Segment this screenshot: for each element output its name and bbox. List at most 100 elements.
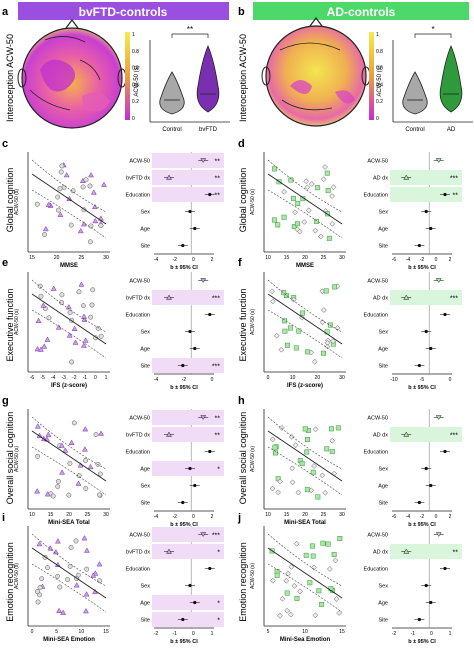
forest-significance: **	[215, 416, 221, 423]
scatter-x-tick: 0	[94, 375, 97, 381]
scatter-point-patient	[87, 463, 94, 470]
scatter-x-tick: 0	[267, 375, 270, 381]
scatter-point-control	[61, 184, 67, 190]
confidence-band-lower	[267, 189, 343, 239]
colorbar-bv	[125, 32, 130, 120]
confidence-band-upper	[31, 159, 107, 213]
scatter-x-tick: 15	[339, 629, 345, 635]
scatter-point-control	[87, 239, 93, 245]
scatter-point-control	[311, 358, 318, 365]
scatter-point-patient	[78, 281, 85, 287]
scatter-point-control	[37, 584, 43, 590]
scatter-point-control	[83, 458, 89, 463]
regression-line	[267, 547, 343, 599]
scatter-point-patient	[42, 225, 49, 232]
scatter-x-tick: 20	[302, 512, 308, 518]
forest-row-label: bvFTD dx	[126, 176, 150, 182]
scatter-y-label: ACW-50 (s)	[14, 446, 20, 472]
scatter-point-patient	[315, 494, 321, 500]
scatter-point-control	[67, 310, 73, 316]
forest-row-label: Age	[378, 601, 388, 607]
scatter-point-patient	[310, 553, 316, 559]
scatter-point-control	[89, 302, 95, 308]
forest-estimate-point	[403, 548, 410, 554]
confidence-band-upper	[267, 533, 343, 587]
forest-row-label: Education	[364, 313, 388, 319]
forest-estimate-point	[200, 158, 207, 163]
scatter-x-label: MMSE	[60, 263, 78, 269]
scatter-x-label: Mini-SEA Total	[284, 520, 326, 526]
violin-shape	[196, 44, 220, 113]
forest-row-label: ACW-50	[129, 533, 150, 539]
scatter-point-control	[269, 288, 275, 295]
scatter-point-control	[66, 492, 72, 498]
scatter-point-control	[59, 300, 65, 305]
forest-significance: ***	[450, 176, 458, 183]
forest-x-tick: 0	[449, 377, 452, 383]
scatter-y-label: ACW-50 (s)	[250, 189, 256, 215]
scatter-x-tick: 20	[66, 512, 72, 518]
scatter-point-control	[88, 223, 94, 229]
forest-x-label: b ± 95% CI	[170, 639, 198, 645]
scatter-point-control	[68, 222, 74, 228]
confidence-band-lower	[31, 309, 107, 359]
forest-x-tick: -4	[154, 514, 159, 520]
scatter-x-tick: 15	[284, 255, 290, 261]
forest-estimate-point	[181, 363, 185, 368]
scatter-point-control	[329, 221, 336, 227]
scatter-y-label: ACW-50 (s)	[14, 563, 20, 589]
scatter-y-label: ACW-50 (s)	[14, 309, 20, 335]
scatter-point-control	[308, 181, 315, 187]
scatter-point-control	[69, 359, 75, 365]
scatter-point-control	[311, 463, 317, 469]
violin-shape	[402, 71, 428, 115]
forest-estimate-point	[443, 566, 447, 571]
scatter-point-patient	[59, 469, 66, 475]
scatter-point-control	[50, 493, 56, 499]
forest-row-label: Site	[379, 501, 388, 507]
forest-row-label: Sex	[379, 330, 389, 336]
scatter-point-control	[55, 478, 61, 484]
forest-estimate-point	[208, 192, 212, 197]
scatter-point-patient	[284, 590, 290, 596]
scatter-x-tick: -4	[51, 375, 56, 381]
scatter-point-control	[35, 589, 40, 595]
forest-row-label: Age	[140, 601, 150, 607]
scatter-point-patient	[58, 442, 65, 448]
colorbar-tick-label: 0.8	[132, 49, 139, 55]
scatter-point-control	[322, 164, 328, 170]
forest-estimate-point	[443, 449, 447, 454]
scatter-point-control	[96, 492, 102, 498]
colorbar-tick-label: 0.2	[132, 99, 139, 105]
scatter-point-patient	[82, 337, 89, 343]
scatter-x-tick: 25	[321, 512, 327, 518]
scatter-plot-i: ACW-50 (s) 0 5 10 15 Mini-SEA Emotion	[14, 526, 110, 643]
forest-estimate-point	[429, 600, 433, 605]
forest-row-label: Site	[141, 364, 150, 370]
scatter-point-control	[68, 545, 74, 550]
colorbar-ad	[369, 32, 374, 120]
forest-row-label: Age	[378, 347, 388, 353]
scatter-x-tick: 15	[29, 255, 35, 261]
significance-marker: *	[431, 25, 434, 34]
forest-highlight-band	[390, 544, 462, 559]
scatter-x-tick: -5	[40, 375, 45, 381]
scatter-x-tick: 10	[265, 255, 271, 261]
forest-significance: ***	[450, 296, 458, 303]
forest-estimate-point	[193, 226, 197, 231]
violin-plot-ad: ACW-50 (s) Control AD *	[377, 25, 473, 133]
forest-significance: *	[217, 601, 220, 608]
scatter-point-control	[281, 189, 287, 195]
scatter-point-patient	[291, 224, 297, 230]
forest-estimate-point	[181, 617, 185, 622]
scatter-point-patient	[56, 607, 63, 613]
forest-highlight-band	[152, 612, 224, 627]
forest-row-label: Age	[140, 347, 150, 353]
scatter-point-control	[317, 233, 324, 240]
ad-header-bar	[253, 2, 469, 20]
scatter-point-control	[329, 193, 335, 199]
scatter-point-patient	[52, 549, 59, 555]
scatter-point-patient	[291, 195, 296, 201]
forest-x-tick: 2	[449, 257, 452, 263]
forest-estimate-point	[208, 312, 212, 317]
